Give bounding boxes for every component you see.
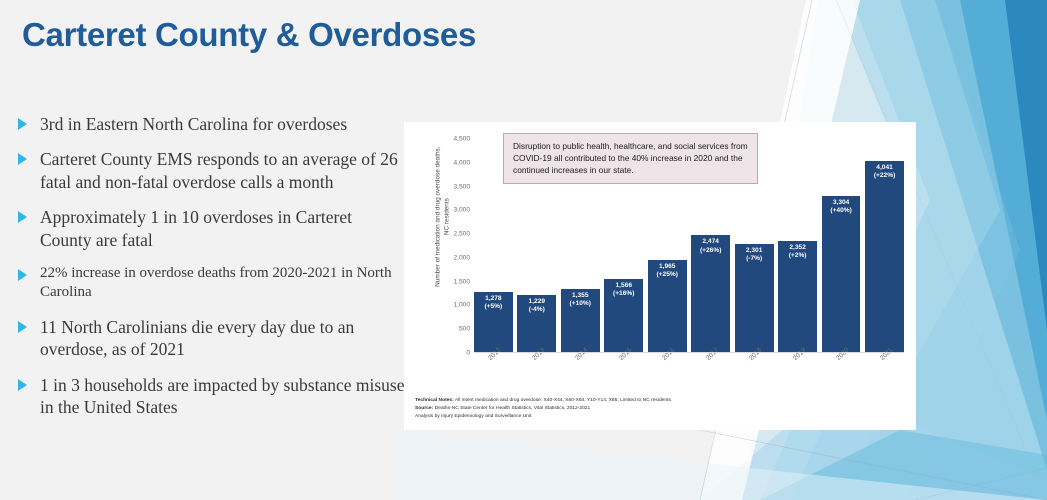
chart-bar-value-label: 1,355 [572, 291, 589, 299]
chart-bar-percent-label: (+2%) [788, 252, 807, 260]
chart-image-panel: Number of medication and drug overdose d… [404, 122, 916, 430]
chart-y-tick-label: 2,000 [453, 254, 470, 262]
chart-y-tick-label: 0 [466, 349, 470, 357]
chart-footnote: Technical Notes: All intent medication a… [415, 397, 910, 421]
chart-bar[interactable]: 2,474 (+26%) [691, 235, 731, 353]
chart-bar-percent-label: (+16%) [613, 289, 635, 297]
chart-bar-value-label: 4,041 [876, 163, 893, 171]
list-item: 22% increase in overdose deaths from 202… [14, 264, 406, 302]
chart-bar[interactable]: 1,965 (+25%) [647, 259, 687, 353]
footnote-technical-notes-text: All intent medication and drug overdose:… [453, 398, 671, 404]
chart-bar-value-label: 2,352 [789, 244, 806, 252]
chart-bar-group: 3,304 (+40%) 2020 [821, 139, 861, 362]
list-item: 1 in 3 households are impacted by substa… [14, 374, 406, 419]
footnote-source: Source: Deaths-NC State Center for Healt… [415, 405, 910, 413]
list-item-label: 1 in 3 households are impacted by substa… [40, 374, 405, 417]
chart-bar-percent-label: (+22%) [873, 172, 896, 180]
list-item-label: Approximately 1 in 10 overdoses in Carte… [40, 207, 353, 250]
chart-y-tick-label: 500 [458, 325, 470, 333]
chart-callout-text: Disruption to public health, healthcare,… [513, 141, 748, 176]
chart-bar-percent-label: (+40%) [830, 207, 852, 215]
triangle-bullet-icon [14, 378, 30, 391]
chart-y-tick-label: 1,000 [453, 301, 470, 309]
list-item: 11 North Carolinians die every day due t… [14, 316, 406, 361]
chart-bar-percent-label: (+5%) [484, 303, 503, 311]
list-item: Carteret County EMS responds to an avera… [14, 148, 406, 193]
chart-bar-value-label: 1,229 [528, 297, 546, 305]
footnote-technical-notes-label: Technical Notes: [415, 398, 454, 404]
footnote-analysis: Analysis by Injury Epidemiology and Surv… [415, 414, 532, 420]
chart-bar-value-label: 1,566 [615, 281, 632, 289]
chart-bar[interactable]: 3,304 (+40%) [821, 195, 861, 353]
list-item: 3rd in Eastern North Carolina for overdo… [14, 113, 406, 135]
chart-y-tick-label: 2,500 [453, 230, 470, 238]
chart-y-axis-ticks: 4,500 4,000 3,500 3,000 2,500 2,000 1,500 1,000… [430, 122, 470, 430]
bullet-list: 3rd in Eastern North Carolina for overdo… [14, 113, 406, 431]
list-item-label: 3rd in Eastern North Carolina for overdo… [40, 114, 348, 134]
chart-bar-group: 4,041 (+22%) 2021 [865, 139, 904, 362]
chart-bar-percent-label: (+25%) [656, 270, 678, 278]
chart-y-tick-label: 3,500 [453, 183, 470, 191]
chart-bar[interactable]: 1,278 (+5%) [474, 292, 513, 353]
list-item: Approximately 1 in 10 overdoses in Carte… [14, 206, 406, 251]
footnote-source-text: Deaths-NC State Center for Health Statis… [433, 406, 591, 412]
list-item-label: Carteret County EMS responds to an avera… [40, 149, 398, 192]
chart-bar-group: 2,352 (+2%) 2019 [778, 139, 817, 362]
chart-y-tick-label: 3,000 [453, 206, 470, 214]
triangle-bullet-icon [14, 320, 30, 333]
chart-bar[interactable]: 1,229 (-4%) [517, 294, 557, 353]
chart-bar[interactable]: 1,566 (+16%) [604, 278, 644, 353]
chart-bar-percent-label: (+10%) [569, 299, 591, 307]
page-title: Carteret County & Overdoses [22, 16, 477, 53]
chart-y-tick-label: 4,500 [453, 135, 470, 143]
triangle-bullet-icon [14, 153, 30, 166]
triangle-bullet-icon [14, 268, 30, 281]
footnote-source-label: Source: [415, 406, 434, 412]
chart-bar[interactable]: 2,301 (-7%) [734, 243, 774, 353]
triangle-bullet-icon [14, 118, 30, 130]
chart-bar[interactable]: 2,352 (+2%) [778, 241, 817, 353]
chart-x-axis-line [474, 352, 904, 353]
list-item-label: 22% increase in overdose deaths from 202… [40, 264, 392, 300]
chart-bar[interactable]: 4,041 (+22%) [865, 160, 904, 353]
chart-bar-percent-label: (-4%) [528, 305, 545, 313]
chart-bar-value-label: 3,304 [832, 198, 850, 206]
chart-bar[interactable]: 1,355 (+10%) [560, 288, 600, 353]
triangle-bullet-icon [14, 211, 30, 224]
chart-bar-percent-label: (-7%) [746, 254, 763, 262]
chart-callout-box: Disruption to public health, healthcare,… [503, 133, 758, 185]
list-item-label: 11 North Carolinians die every day due t… [40, 316, 355, 360]
chart-y-tick-label: 1,500 [453, 278, 470, 286]
chart-bar-percent-label: (+26%) [699, 246, 722, 254]
chart-y-tick-label: 4,000 [453, 159, 470, 167]
footnote-technical-notes: Technical Notes: All intent medication a… [415, 397, 910, 405]
chart-bar-value-label: 2,301 [745, 246, 763, 254]
chart-bar-value-label: 1,965 [658, 262, 676, 270]
chart-bar-value-label: 2,474 [702, 238, 719, 246]
chart-bar-value-label: 1,278 [485, 295, 502, 303]
